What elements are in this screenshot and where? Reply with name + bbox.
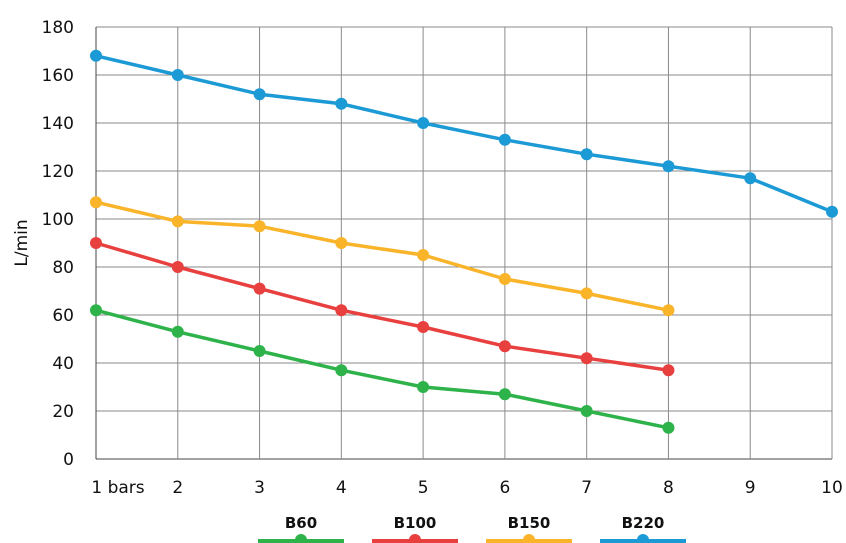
legend-label: B220 bbox=[622, 514, 665, 532]
data-point-b150 bbox=[417, 249, 430, 261]
data-point-b100 bbox=[662, 364, 675, 377]
x-tick-label: 7 bbox=[581, 478, 592, 498]
data-point-b150 bbox=[90, 196, 102, 209]
data-point-b150 bbox=[498, 273, 511, 285]
x-tick-label: 9 bbox=[745, 478, 756, 498]
data-point-b150 bbox=[171, 215, 184, 228]
series-b100 bbox=[90, 237, 675, 377]
legend-item-b60: B60 bbox=[258, 514, 344, 543]
legend-label: B150 bbox=[508, 514, 551, 532]
data-point-b220 bbox=[90, 49, 102, 62]
data-point-b100 bbox=[498, 340, 511, 353]
x-tick-label: 1 bars bbox=[91, 478, 144, 498]
x-tick-label: 8 bbox=[663, 478, 674, 498]
data-point-b220 bbox=[498, 133, 511, 146]
x-tick-label: 3 bbox=[254, 478, 265, 498]
data-point-b220 bbox=[662, 160, 675, 173]
y-tick-label: 80 bbox=[52, 258, 74, 278]
legend-item-b150: B150 bbox=[486, 514, 572, 543]
series-b150 bbox=[90, 196, 675, 317]
data-point-b60 bbox=[498, 388, 511, 401]
series-line-b150 bbox=[94, 200, 671, 312]
legend-item-b100: B100 bbox=[372, 514, 458, 543]
data-point-b100 bbox=[171, 261, 184, 273]
data-point-b60 bbox=[580, 405, 593, 417]
data-point-b220 bbox=[417, 117, 430, 129]
data-point-b150 bbox=[253, 220, 266, 233]
data-point-b220 bbox=[253, 88, 266, 101]
legend-swatch-marker bbox=[523, 534, 535, 543]
data-point-b220 bbox=[335, 97, 348, 110]
data-point-b100 bbox=[90, 237, 102, 249]
legend: B60 B100 B150 B220 bbox=[258, 514, 686, 543]
x-tick-label: 6 bbox=[499, 478, 510, 498]
series-line-b220 bbox=[94, 54, 834, 214]
series-b220 bbox=[90, 49, 838, 218]
data-point-b60 bbox=[662, 421, 675, 434]
y-tick-label: 140 bbox=[42, 114, 74, 134]
data-point-b100 bbox=[335, 304, 348, 317]
legend-swatch-marker bbox=[295, 534, 307, 543]
y-tick-label: 20 bbox=[52, 402, 74, 422]
data-point-b60 bbox=[253, 345, 266, 357]
legend-swatch-marker bbox=[637, 534, 649, 543]
y-tick-label: 160 bbox=[42, 66, 74, 86]
legend-label: B100 bbox=[394, 514, 437, 532]
y-tick-label: 40 bbox=[52, 354, 74, 374]
grid bbox=[95, 26, 833, 460]
data-point-b150 bbox=[662, 304, 675, 317]
legend-label: B60 bbox=[285, 514, 317, 532]
legend-item-b220: B220 bbox=[600, 514, 686, 543]
x-tick-label: 10 bbox=[821, 478, 843, 498]
x-tick-label: 4 bbox=[336, 478, 347, 498]
legend-swatch-marker bbox=[409, 534, 421, 543]
y-tick-label: 0 bbox=[63, 450, 74, 470]
series-b60 bbox=[90, 304, 675, 434]
data-point-b150 bbox=[335, 237, 348, 249]
series-line-b100 bbox=[94, 241, 671, 372]
data-point-b60 bbox=[417, 381, 430, 393]
series-line-b60 bbox=[94, 308, 671, 430]
data-point-b100 bbox=[580, 352, 593, 365]
x-tick-label: 2 bbox=[172, 478, 183, 498]
y-tick-label: 100 bbox=[42, 210, 74, 230]
data-point-b220 bbox=[826, 205, 838, 218]
data-point-b60 bbox=[90, 304, 102, 317]
x-tick-label: 5 bbox=[418, 478, 429, 498]
data-point-b100 bbox=[417, 321, 430, 333]
data-point-b60 bbox=[171, 325, 184, 338]
y-tick-label: 180 bbox=[42, 18, 74, 38]
axes: 0 20 40 60 80 100 120 140 160 180 1 bars 2 3 4 5 6 7 8 9 10 bbox=[42, 18, 843, 498]
y-tick-label: 60 bbox=[52, 306, 74, 326]
data-point-b220 bbox=[744, 172, 757, 185]
data-point-b100 bbox=[253, 282, 266, 295]
series-layer bbox=[90, 49, 838, 434]
data-point-b150 bbox=[580, 287, 593, 300]
data-point-b220 bbox=[171, 69, 184, 81]
y-tick-label: 120 bbox=[42, 162, 74, 182]
y-axis-title: L/min bbox=[12, 219, 32, 266]
data-point-b60 bbox=[335, 364, 348, 377]
data-point-b220 bbox=[580, 148, 593, 161]
